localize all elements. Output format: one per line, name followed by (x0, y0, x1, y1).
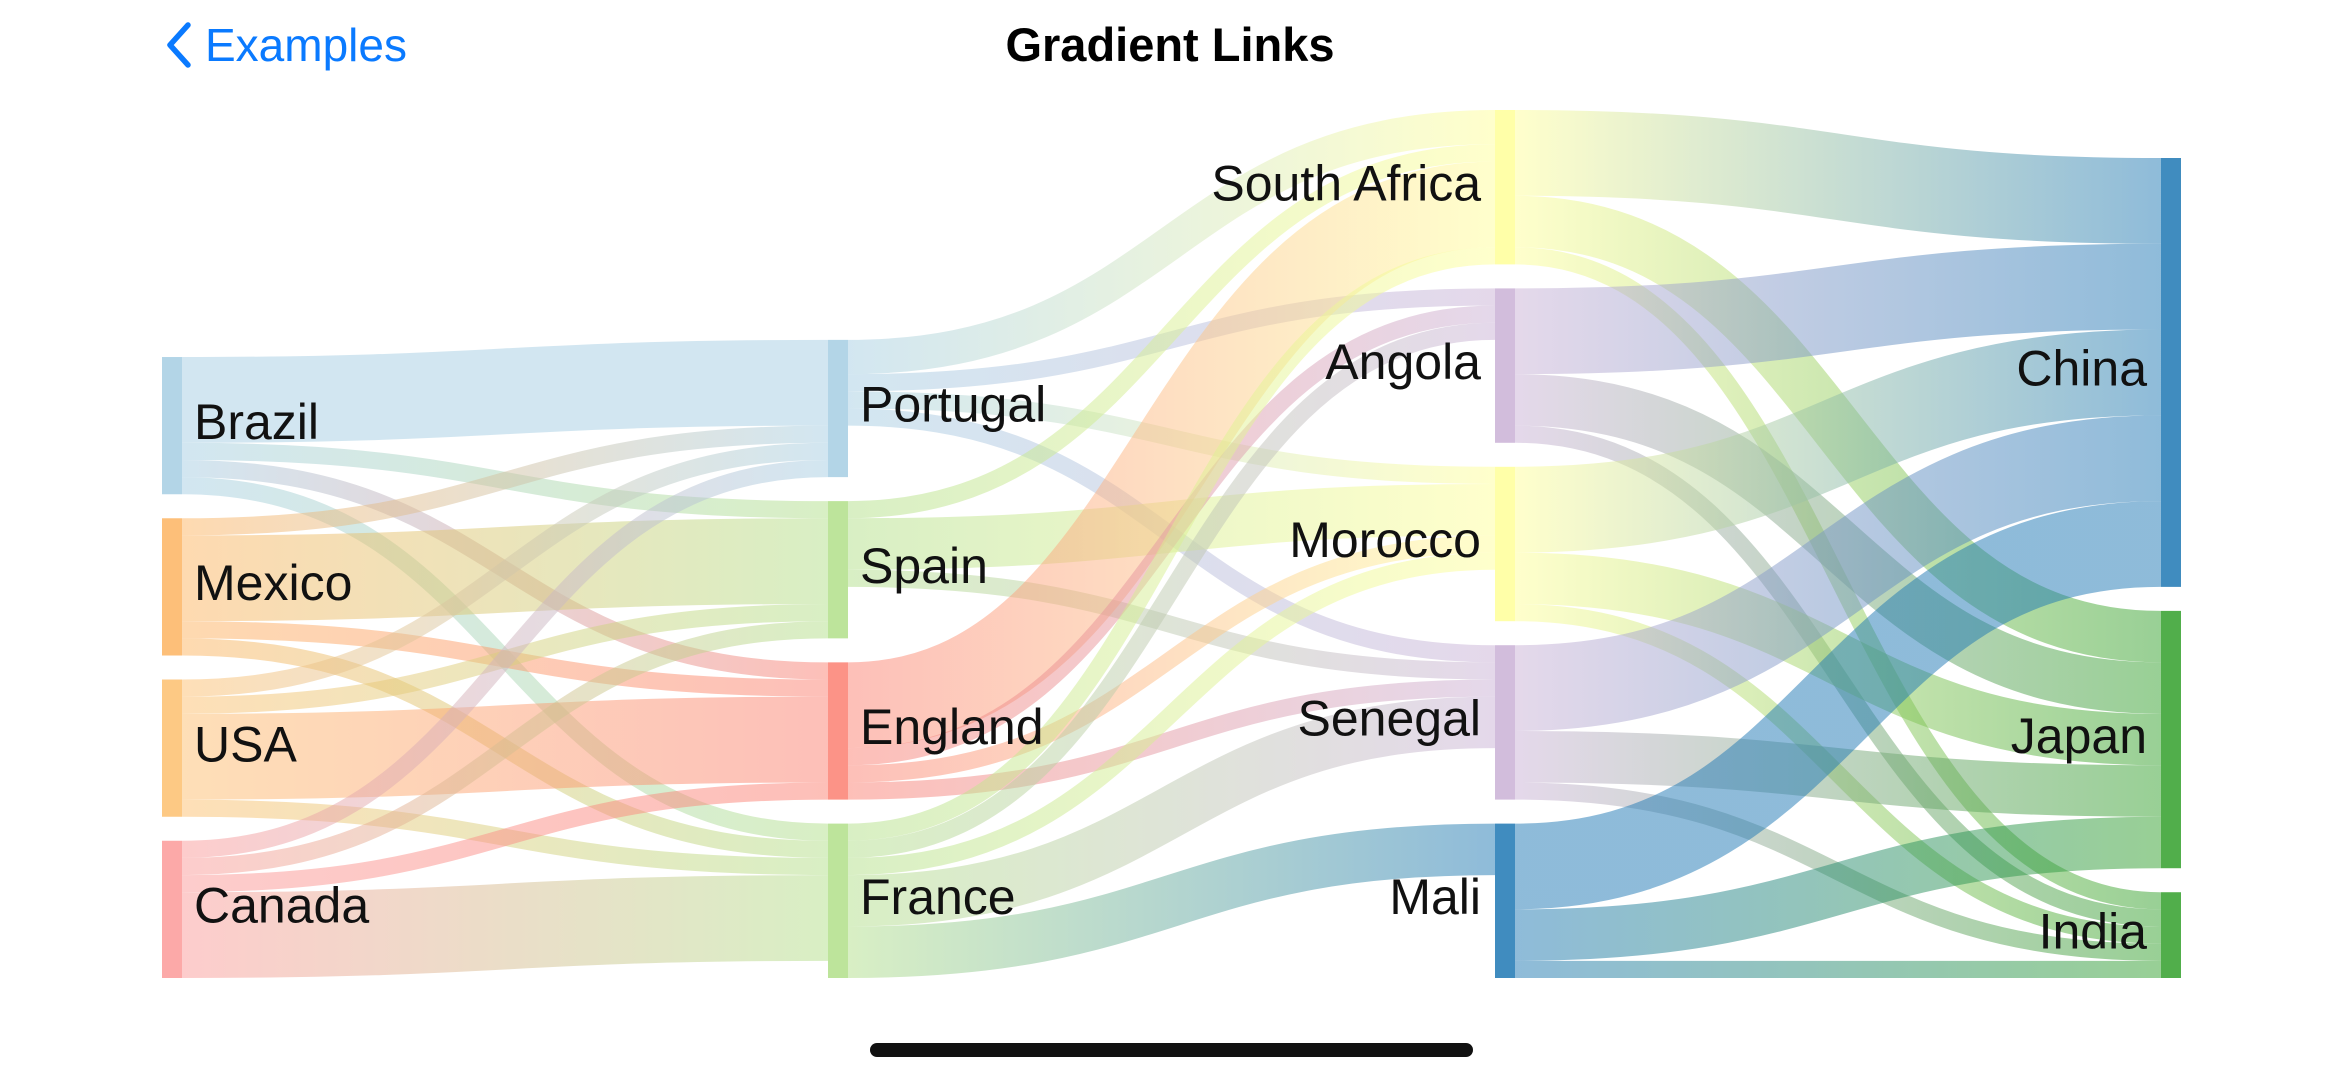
sankey-node (2161, 158, 2181, 587)
nodes-layer (162, 110, 2181, 978)
sankey-node (1495, 466, 1515, 622)
sankey-link (181, 459, 829, 858)
node-label: Spain (860, 538, 988, 594)
sankey-node (828, 662, 848, 800)
sankey-node (162, 679, 182, 817)
home-indicator[interactable] (870, 1043, 1473, 1057)
sankey-link (847, 569, 1496, 680)
sankey-node (1495, 110, 1515, 265)
chevron-left-icon (165, 21, 193, 69)
sankey-link (1514, 415, 2162, 731)
sankey-link (847, 144, 1496, 519)
labels-layer: Brazil Mexico USA Canada Portugal Spain Englan… (194, 155, 2147, 959)
sankey-link (847, 679, 1496, 800)
sankey-link (847, 535, 1496, 783)
sankey-node (1495, 645, 1515, 800)
node-label: India (2039, 903, 2148, 959)
node-label: Brazil (194, 394, 319, 450)
links-layer (181, 110, 2162, 979)
sankey-node (1495, 288, 1515, 443)
node-label: Japan (2011, 708, 2147, 764)
sankey-node (2161, 892, 2181, 978)
sankey-node (162, 840, 182, 978)
node-label: Angola (1325, 334, 1481, 390)
sankey-link (181, 875, 829, 978)
sankey-link (847, 823, 1496, 979)
sankey-link (1514, 243, 2162, 375)
sankey-link (181, 621, 829, 876)
sankey-link (846, 161, 1497, 749)
node-label: Mexico (194, 555, 352, 611)
sankey-link (847, 552, 1496, 876)
sankey-node (828, 339, 848, 478)
sankey-link (181, 782, 829, 893)
sankey-link (181, 442, 829, 697)
sankey-link (1514, 110, 2162, 244)
navigation-bar: Examples Gradient Links (0, 0, 2340, 100)
sankey-link (1514, 329, 2162, 553)
sankey-link (181, 339, 829, 443)
node-label: Mali (1389, 869, 1481, 925)
node-label: Portugal (860, 377, 1046, 433)
page-title: Gradient Links (1005, 18, 1335, 71)
node-label: England (860, 699, 1044, 755)
node-label: South Africa (1211, 155, 1481, 211)
back-button-label: Examples (205, 19, 407, 71)
node-label: USA (194, 716, 297, 772)
sankey-link (847, 110, 1496, 375)
sankey-link (847, 322, 1496, 858)
sankey-link (847, 247, 1496, 841)
node-label: China (2016, 341, 2147, 397)
node-label: Senegal (1298, 691, 1482, 747)
sankey-node (2161, 610, 2181, 869)
node-label: France (860, 869, 1016, 925)
sankey-node (162, 518, 182, 656)
sankey-link (1514, 501, 2162, 910)
sankey-link (1514, 730, 2162, 817)
sankey-node (828, 823, 848, 978)
sankey-link (181, 425, 829, 536)
sankey-link (1514, 816, 2162, 961)
sankey-link (847, 696, 1496, 927)
sankey-node (828, 501, 848, 639)
back-button[interactable]: Examples (165, 14, 407, 76)
sankey-node (162, 357, 182, 495)
node-label: Canada (194, 878, 369, 934)
sankey-node (1495, 823, 1515, 978)
node-label: Morocco (1289, 512, 1481, 568)
